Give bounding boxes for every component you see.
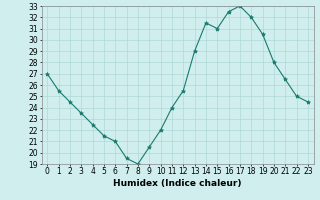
X-axis label: Humidex (Indice chaleur): Humidex (Indice chaleur) [113,179,242,188]
